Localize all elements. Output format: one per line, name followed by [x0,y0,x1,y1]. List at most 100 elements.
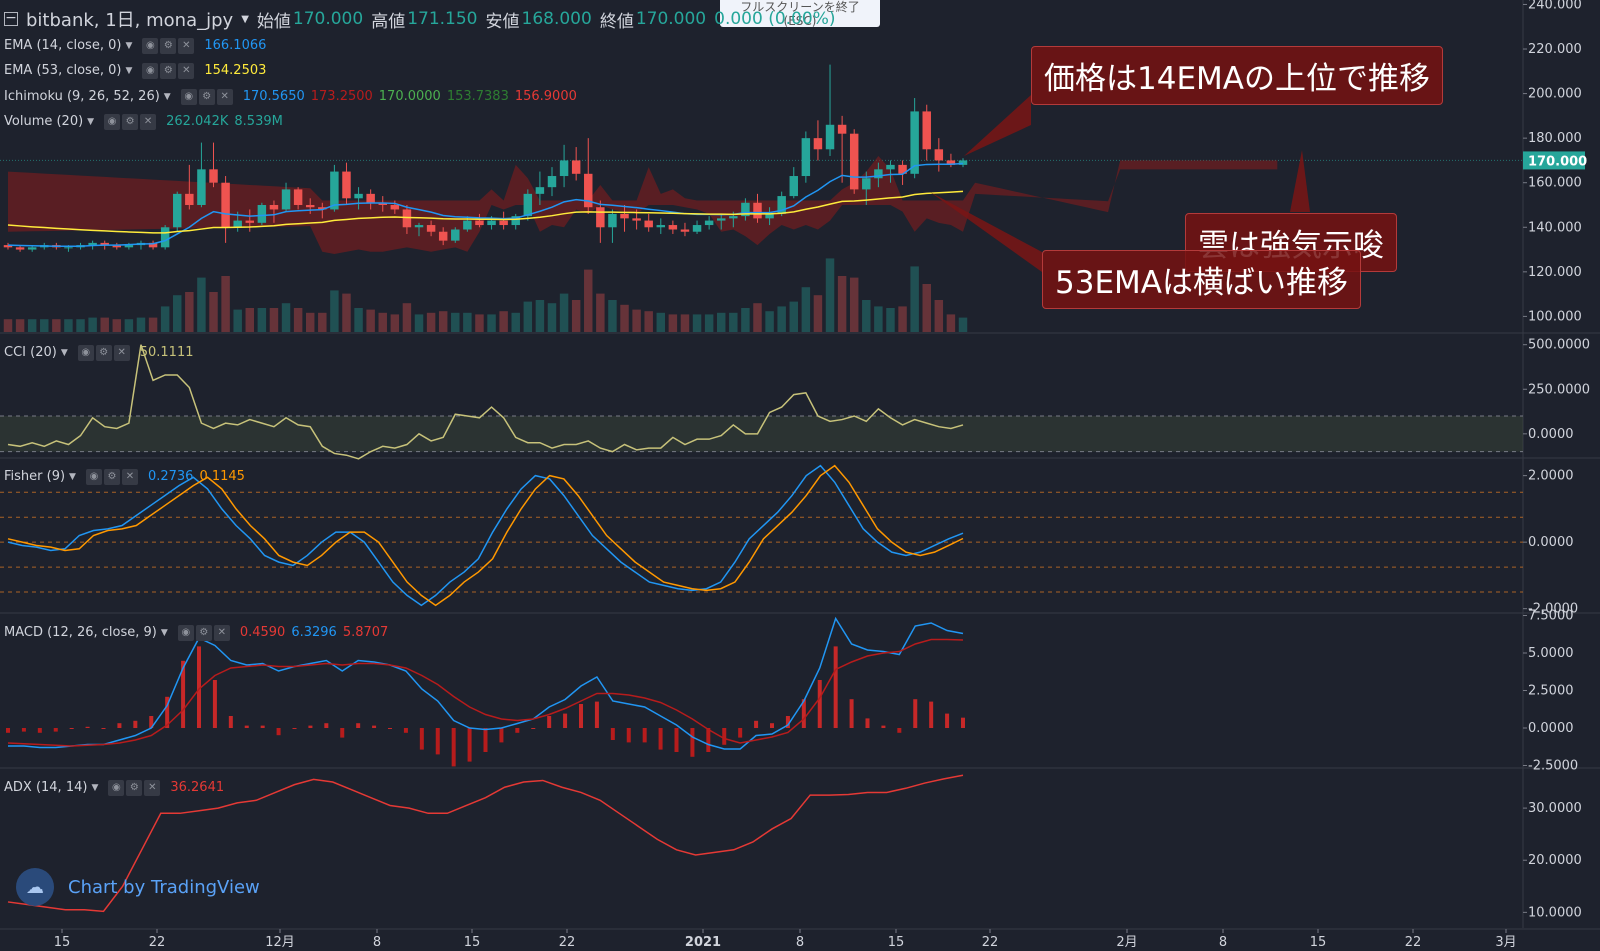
candle-body [849,133,859,190]
chevron-down-icon[interactable]: ▼ [91,783,99,793]
close-icon[interactable]: ✕ [216,89,233,105]
gear-icon[interactable]: ⚙ [160,63,177,79]
chevron-down-icon[interactable]: ▼ [60,348,68,358]
legend-macd[interactable]: MACD (12, 26, close, 9) ▼ ◉ ⚙ ✕ 0.4590 6.3… [4,624,388,642]
annotation-ema14[interactable]: 価格は14EMAの上位で推移 [1031,46,1443,105]
cci-label: CCI (20) [4,345,57,360]
candle-body [910,111,919,174]
candle-body [837,124,847,134]
chevron-down-icon[interactable]: ▼ [163,92,171,102]
close-icon[interactable]: ✕ [178,63,195,79]
fisher-pane [0,464,1523,607]
chevron-down-icon[interactable]: ▼ [241,13,249,25]
close-icon[interactable]: ✕ [213,625,230,641]
ichimoku-value-3: 170.0000 [378,89,441,104]
volume-value-2: 8.539M [234,114,283,129]
volume-bar [27,319,37,332]
macd-histogram-bar [754,720,759,728]
volume-label: Volume (20) [4,114,84,129]
volume-bar [765,311,774,332]
volume-bar [245,308,255,332]
annotation-ema53[interactable]: 53EMAは横ばい推移 [1042,250,1361,309]
macd-histogram-bar [897,728,902,733]
legend-volume[interactable]: Volume (20) ▼ ◉ ⚙ ✕ 262.042K 8.539M [4,113,283,131]
candle-body [378,202,387,205]
collapse-icon[interactable]: − [4,10,18,26]
macd-histogram-bar [276,728,281,736]
volume-bar [64,319,73,332]
chevron-down-icon[interactable]: ▼ [125,66,133,76]
volume-bar [946,314,956,332]
eye-icon[interactable]: ◉ [77,345,94,361]
volume-bar [704,314,714,332]
eye-icon[interactable]: ◉ [108,780,125,796]
eye-icon[interactable]: ◉ [142,38,159,54]
close-icon[interactable]: ✕ [178,38,195,54]
candle-body [511,216,520,226]
macd-histogram-bar [21,728,26,732]
gear-icon[interactable]: ⚙ [103,469,120,485]
volume-bar [52,319,61,332]
y-tick-label: 180.000 [1528,131,1582,146]
gear-icon[interactable]: ⚙ [122,114,139,130]
chevron-down-icon[interactable]: ▼ [69,472,76,482]
gear-icon[interactable]: ⚙ [160,38,177,54]
volume-bar [438,311,448,332]
macd-histogram-bar [594,701,599,728]
legend-ema53[interactable]: EMA (53, close, 0) ▼ ◉ ⚙ ✕ 154.2503 [4,62,266,80]
eye-icon[interactable]: ◉ [177,625,194,641]
chevron-down-icon[interactable]: ▼ [125,41,133,51]
adx-label: ADX (14, 14) [4,780,88,795]
eye-icon[interactable]: ◉ [104,114,121,130]
macd-histogram-bar [929,701,934,728]
annotation-pointers [930,95,1310,272]
close-icon[interactable]: ✕ [144,780,161,796]
legend-fisher[interactable]: Fisher (9) ▼ ◉ ⚙ ✕ 0.2736 0.1145 [4,468,245,486]
gear-icon[interactable]: ⚙ [195,625,212,641]
volume-bar [523,301,533,332]
volume-bar [463,312,472,332]
last-price-label: 170.000 [1528,154,1587,169]
candle-body [281,189,291,210]
legend-ichimoku[interactable]: Ichimoku (9, 26, 52, 26) ▼ ◉ ⚙ ✕ 170.5650 … [4,88,577,106]
macd-histogram-bar [388,728,392,729]
macd-histogram-bar [579,704,583,728]
close-icon[interactable]: ✕ [140,114,157,130]
candle-body [668,225,678,230]
chevron-down-icon[interactable]: ▼ [160,628,168,638]
gear-icon[interactable]: ⚙ [126,780,143,796]
macd-histogram-bar [340,728,345,738]
exit-fullscreen-tooltip[interactable]: フルスクリーンを終了 (ESC) [720,0,880,27]
symbol-title[interactable]: bitbank, 1日, mona_jpy [26,10,234,31]
gear-icon[interactable]: ⚙ [95,345,112,361]
chevron-down-icon[interactable]: ▼ [87,117,95,127]
volume-bar [342,293,351,332]
macd-histogram-bar [356,723,361,728]
gear-icon[interactable]: ⚙ [198,89,215,105]
macd-histogram-bar [419,728,424,750]
volume-bar [76,319,85,332]
tradingview-watermark[interactable]: ☁ Chart by TradingView [16,868,260,906]
eye-icon[interactable]: ◉ [142,63,159,79]
pointer-ema53 [930,192,1042,272]
candle-body [934,149,944,161]
macd-histogram-bar [181,660,186,728]
legend-ema14[interactable]: EMA (14, close, 0) ▼ ◉ ⚙ ✕ 166.1066 [4,37,266,55]
legend-adx[interactable]: ADX (14, 14) ▼ ◉ ⚙ ✕ 36.2641 [4,779,224,797]
close-icon[interactable]: ✕ [113,345,130,361]
eye-icon[interactable]: ◉ [85,469,102,485]
macd-histogram-bar [674,728,679,752]
macd-pane [6,616,965,767]
eye-icon[interactable]: ◉ [180,89,197,105]
volume-bar [378,312,387,332]
volume-bar [644,311,653,332]
ema-lines [7,162,964,247]
legend-cci[interactable]: CCI (20) ▼ ◉ ⚙ ✕ 50.1111 [4,344,194,362]
volume-bar [571,300,581,332]
close-icon[interactable]: ✕ [121,469,138,485]
volume-bars [3,258,968,332]
candle-body [716,218,726,221]
y-tick-label: 140.000 [1528,220,1582,235]
macd-histogram-bar [69,728,74,729]
